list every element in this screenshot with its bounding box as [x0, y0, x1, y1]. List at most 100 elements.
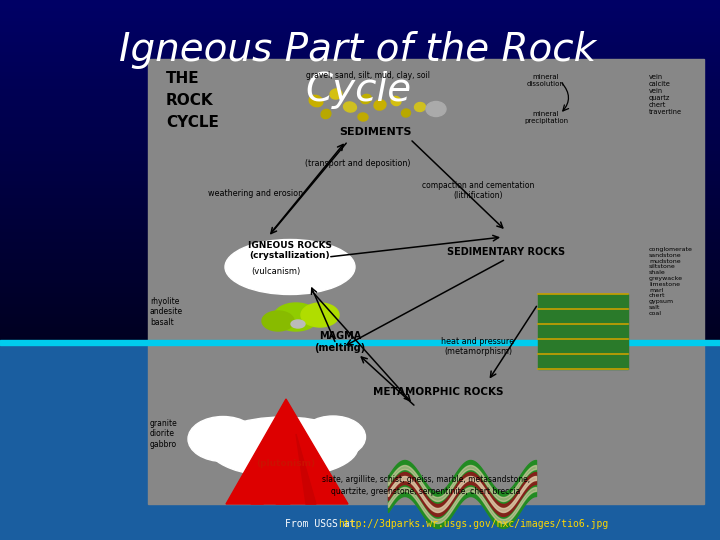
Text: Cycle: Cycle [305, 71, 411, 109]
Bar [0, 6, 720, 10]
Bar [148, 59, 704, 504]
Bar [0, 312, 720, 316]
Bar [0, 251, 720, 255]
Bar [0, 329, 720, 333]
Bar [0, 190, 720, 194]
Bar [0, 278, 720, 282]
Bar [0, 179, 720, 184]
Bar [0, 77, 720, 82]
Text: (plutonism): (plutonism) [256, 459, 315, 468]
Bar [0, 40, 720, 44]
Bar [0, 258, 720, 262]
Bar [0, 305, 720, 309]
Bar [0, 254, 720, 259]
Text: (transport and deposition): (transport and deposition) [305, 159, 410, 168]
Bar [0, 196, 720, 200]
Bar [0, 315, 720, 320]
Text: conglomerate
sandstone
mudstone
siltstone
shale
greywacke
limestone
marl
chert
g: conglomerate sandstone mudstone siltston… [649, 247, 693, 316]
Bar [0, 70, 720, 75]
Bar [0, 292, 720, 296]
Bar [0, 33, 720, 37]
Bar [0, 12, 720, 17]
Bar [0, 16, 720, 21]
Bar [0, 30, 720, 34]
Bar [0, 227, 720, 231]
Bar [0, 210, 720, 214]
Text: SEDIMENTARY ROCKS: SEDIMENTARY ROCKS [447, 247, 565, 257]
Bar [0, 125, 720, 129]
Text: SEDIMENTS: SEDIMENTS [340, 127, 413, 137]
Bar [0, 98, 720, 102]
Bar [0, 220, 720, 225]
Bar [0, 50, 720, 55]
Polygon shape [296, 434, 316, 504]
Text: rhyolite
andesite
basalt: rhyolite andesite basalt [150, 297, 183, 327]
Bar [0, 19, 720, 24]
Ellipse shape [321, 110, 331, 119]
Text: gravel, sand, silt, mud, clay, soil: gravel, sand, silt, mud, clay, soil [306, 71, 430, 80]
Bar [0, 172, 720, 177]
Bar [0, 193, 720, 197]
Ellipse shape [301, 303, 339, 327]
Text: mineral
precipitation: mineral precipitation [524, 111, 568, 124]
Text: MAGMA
(melting): MAGMA (melting) [315, 331, 366, 353]
Bar [0, 57, 720, 61]
Bar [0, 132, 720, 136]
Polygon shape [276, 429, 290, 504]
Ellipse shape [262, 311, 294, 331]
Bar [0, 169, 720, 173]
Bar [0, 332, 720, 336]
Bar [0, 326, 720, 330]
Bar [0, 159, 720, 163]
Bar [0, 0, 720, 3]
Ellipse shape [208, 417, 358, 477]
Text: THE: THE [166, 71, 199, 86]
Bar [0, 206, 720, 211]
Text: heat and pressure
(metamorphism): heat and pressure (metamorphism) [441, 337, 515, 356]
Bar [0, 145, 720, 150]
Bar [0, 200, 720, 204]
Bar [0, 247, 720, 252]
Bar [0, 80, 720, 85]
Bar [0, 101, 720, 105]
Bar [0, 9, 720, 14]
Bar [0, 152, 720, 157]
Bar [0, 84, 720, 89]
Text: compaction and cementation
(lithification): compaction and cementation (lithificatio… [422, 181, 534, 200]
Ellipse shape [291, 320, 305, 328]
Bar [0, 237, 720, 241]
Bar [0, 138, 720, 143]
Text: weathering and erosion: weathering and erosion [208, 189, 304, 198]
Text: vein
calcite
vein
quartz
chert
travertine: vein calcite vein quartz chert travertin… [649, 74, 682, 115]
Bar [0, 240, 720, 245]
Ellipse shape [415, 103, 426, 111]
Bar [0, 156, 720, 160]
Bar [0, 319, 720, 323]
Bar [0, 244, 720, 248]
Bar [0, 281, 720, 286]
Text: IGNEOUS ROCKS
(crystallization): IGNEOUS ROCKS (crystallization) [248, 241, 332, 260]
Bar [0, 335, 720, 340]
Bar [0, 183, 720, 187]
Bar [0, 87, 720, 92]
Bar [0, 36, 720, 41]
Bar [0, 322, 720, 326]
Ellipse shape [309, 95, 323, 107]
Ellipse shape [274, 303, 318, 331]
Ellipse shape [391, 97, 401, 106]
Bar [0, 114, 720, 119]
Bar [0, 142, 720, 146]
Bar [0, 64, 720, 68]
Bar [0, 26, 720, 31]
Text: granite
diorite
gabbro: granite diorite gabbro [150, 419, 178, 449]
Text: http://3dparks.wr.usgs.gov/nxc/images/tio6.jpg: http://3dparks.wr.usgs.gov/nxc/images/ti… [338, 519, 608, 529]
Bar [0, 60, 720, 65]
Bar [0, 288, 720, 292]
Ellipse shape [402, 109, 410, 117]
Text: CYCLE: CYCLE [166, 115, 219, 130]
Text: From USGS at: From USGS at [285, 519, 361, 529]
Bar [0, 308, 720, 313]
Bar [0, 2, 720, 7]
Bar [0, 230, 720, 234]
Bar [0, 53, 720, 58]
